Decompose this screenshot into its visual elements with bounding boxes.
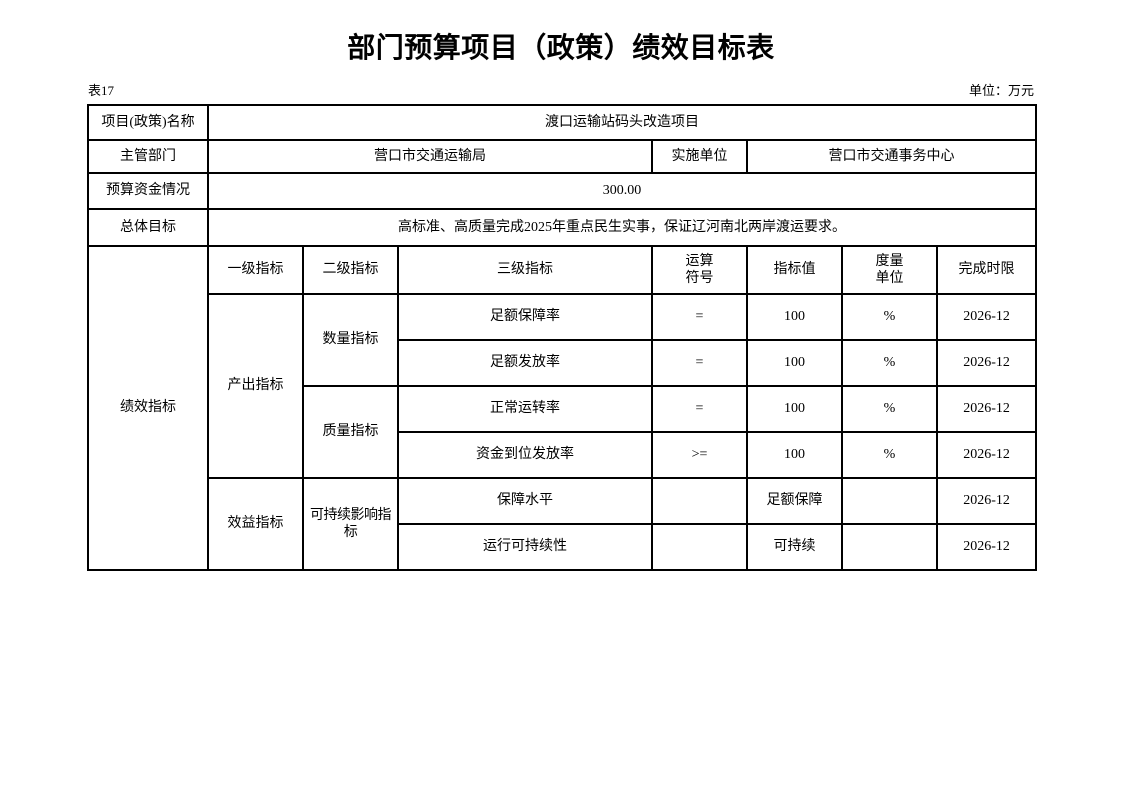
header-level1-cell: 一级指标: [207, 245, 304, 295]
operator-cell: [651, 477, 748, 525]
unit-cell: [841, 477, 938, 525]
indicator-row: 资金到位发放率 >= 100 % 2026-12: [88, 431, 1038, 479]
indicator-value-cell: 100: [746, 293, 843, 341]
table-row: 主管部门 营口市交通运输局 实施单位 营口市交通事务中心: [87, 139, 1038, 174]
indicator-header-row: 绩效指标 一级指标 二级指标 三级指标 运算 符号 指标值 度量 单位 完成时限: [87, 245, 1038, 571]
indicator-row: 质量指标 正常运转率 = 100 % 2026-12: [88, 385, 1038, 479]
table-row: 项目(政策)名称 渡口运输站码头改造项目: [87, 104, 1038, 141]
deadline-cell: 2026-12: [935, 523, 1038, 571]
indicator-value-cell: 足额保障: [746, 477, 843, 525]
unit-cell: [841, 523, 938, 571]
level1-indicator-cell: 效益指标: [207, 477, 304, 571]
table-row: 总体目标 高标准、高质量完成2025年重点民生实事，保证辽河南北两岸渡运要求。: [87, 208, 1038, 247]
indicator-value-cell: 100: [746, 431, 843, 479]
overall-goal-label-cell: 总体目标: [87, 208, 209, 247]
budget-label-cell: 预算资金情况: [87, 172, 209, 210]
operator-cell: =: [651, 293, 748, 341]
indicator-value-cell: 100: [746, 385, 843, 433]
indicator-row: 产出指标 数量指标 足额保障率 = 100 % 2026-12: [88, 293, 1038, 479]
operator-cell: >=: [651, 431, 748, 479]
unit-cell: %: [841, 385, 938, 433]
overall-goal-value-cell: 高标准、高质量完成2025年重点民生实事，保证辽河南北两岸渡运要求。: [206, 208, 1038, 247]
unit-cell: %: [841, 339, 938, 387]
deadline-cell: 2026-12: [935, 477, 1038, 525]
page-title: 部门预算项目（政策）绩效目标表: [347, 33, 775, 64]
header-unit-cell: 度量 单位: [841, 245, 938, 295]
header-deadline-cell: 完成时限: [935, 245, 1038, 295]
unit-label: 单位：万元: [968, 83, 1034, 98]
performance-target-table: 项目(政策)名称 渡口运输站码头改造项目 主管部门 营口市交通运输局 实施单位 …: [87, 104, 1038, 571]
indicator-value-cell: 可持续: [746, 523, 843, 571]
header-level2-cell: 二级指标: [302, 245, 399, 295]
level3-indicator-cell: 保障水平: [397, 477, 653, 525]
level3-indicator-cell: 运行可持续性: [397, 523, 653, 571]
unit-cell: %: [841, 293, 938, 341]
level2-indicator-cell: 质量指标: [302, 385, 399, 479]
level2-indicator-cell: 数量指标: [302, 293, 399, 387]
document-page: 部门预算项目（政策）绩效目标表 表17 单位：万元 项目(政策)名称 渡口运输站…: [87, 0, 1038, 571]
impl-unit-label-cell: 实施单位: [651, 139, 748, 174]
project-name-label-cell: 项目(政策)名称: [87, 104, 209, 141]
operator-cell: [651, 523, 748, 571]
level2-indicator-cell: 可持续影响指标: [302, 477, 399, 571]
impl-unit-value-cell: 营口市交通事务中心: [745, 139, 1038, 174]
indicator-row: 足额发放率 = 100 % 2026-12: [88, 339, 1038, 387]
level3-indicator-cell: 足额保障率: [397, 293, 653, 341]
dept-label-cell: 主管部门: [87, 139, 209, 174]
level3-indicator-cell: 正常运转率: [397, 385, 653, 433]
performance-section-label-cell: 绩效指标: [87, 245, 209, 571]
deadline-cell: 2026-12: [935, 293, 1038, 341]
project-name-value-cell: 渡口运输站码头改造项目: [206, 104, 1038, 141]
indicator-row: 效益指标 可持续影响指标 保障水平 足额保障 2026-12: [88, 477, 1038, 571]
indicator-row: 运行可持续性 可持续 2026-12: [88, 523, 1038, 571]
level3-indicator-cell: 足额发放率: [397, 339, 653, 387]
indicator-value-cell: 100: [746, 339, 843, 387]
unit-cell: %: [841, 431, 938, 479]
table-number: 表17: [88, 83, 115, 98]
operator-cell: =: [651, 339, 748, 387]
level3-indicator-cell: 资金到位发放率: [397, 431, 653, 479]
table-meta-row: 表17 单位：万元: [87, 80, 1035, 99]
header-level3-cell: 三级指标: [397, 245, 653, 295]
budget-value-cell: 300.00: [206, 172, 1038, 210]
deadline-cell: 2026-12: [935, 385, 1038, 433]
operator-cell: =: [651, 385, 748, 433]
header-operator-cell: 运算 符号: [651, 245, 748, 295]
deadline-cell: 2026-12: [935, 339, 1038, 387]
header-value-cell: 指标值: [746, 245, 843, 295]
dept-value-cell: 营口市交通运输局: [207, 139, 653, 174]
level1-indicator-cell: 产出指标: [207, 293, 304, 479]
table-row: 预算资金情况 300.00: [87, 172, 1038, 210]
deadline-cell: 2026-12: [935, 431, 1038, 479]
